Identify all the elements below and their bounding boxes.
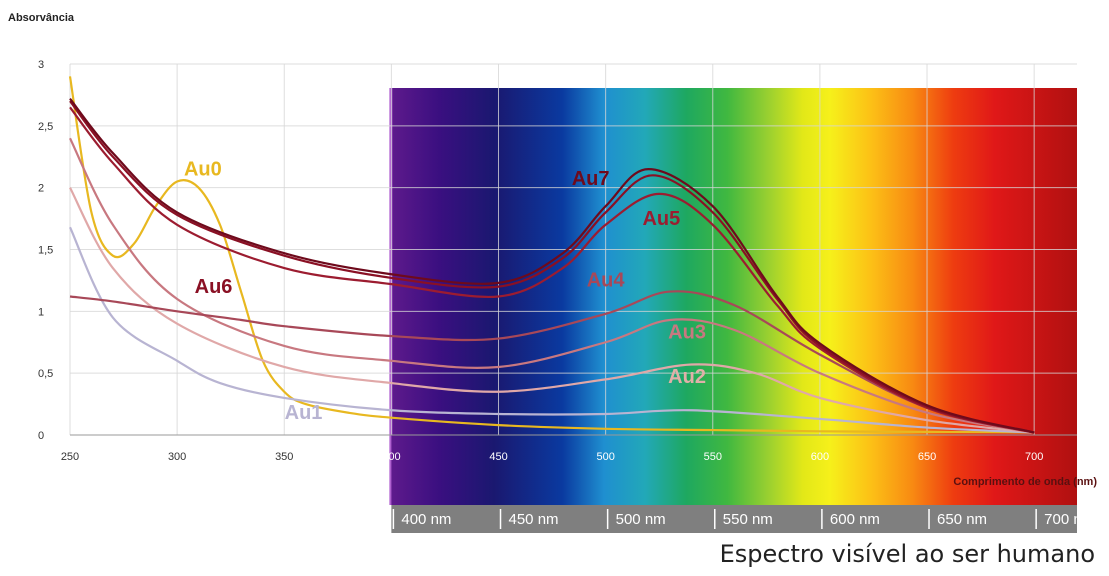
y-tick-label: 3 <box>38 59 44 71</box>
series-line-au3 <box>69 137 1035 434</box>
series-line-au4 <box>69 290 1035 434</box>
series-line-au7 <box>69 97 1035 434</box>
series-label-au4: Au4 <box>587 270 626 292</box>
wavelength-label: 550 nm <box>723 511 773 528</box>
y-tick-label: 1 <box>38 306 44 318</box>
y-tick-label: 1,5 <box>38 245 53 257</box>
y-tick-label: 0,5 <box>38 368 53 380</box>
series-line-au1 <box>69 226 1035 434</box>
wavelength-label: 400 nm <box>401 511 451 528</box>
x-tick-label: 550 <box>704 451 722 463</box>
series-label-au7: Au7 <box>572 168 610 190</box>
series-label-au6: Au6 <box>195 276 233 298</box>
x-tick-label: 350 <box>275 451 293 463</box>
y-tick-label: 0 <box>38 430 44 442</box>
spectrum-lower-strip <box>391 435 1078 505</box>
series-line-au2 <box>69 187 1035 434</box>
visible-spectrum-band <box>391 88 1078 435</box>
x-axis-title: Comprimento de onda (nm) <box>953 476 1097 488</box>
series-label-au0: Au0 <box>184 158 222 180</box>
x-tick-label: 400 <box>382 451 400 463</box>
wavelength-label: 500 nm <box>616 511 666 528</box>
series-line-au0 <box>68 76 1035 434</box>
series-label-au1: Au1 <box>285 402 323 424</box>
spectrum-caption: Espectro visível ao ser humano <box>719 540 1095 568</box>
x-tick-label: 600 <box>811 451 829 463</box>
wavelength-label: 650 nm <box>937 511 987 528</box>
series-line-au6 <box>69 100 1035 434</box>
y-axis-label: Absorvância <box>8 12 75 24</box>
x-tick-label: 650 <box>918 451 936 463</box>
x-tick-label: 700 <box>1025 451 1043 463</box>
wavelength-label: 700 nm <box>1044 511 1094 528</box>
x-tick-label: 300 <box>168 451 186 463</box>
x-tick-label: 500 <box>596 451 614 463</box>
wavelength-bar <box>391 505 1078 533</box>
series-line-au5 <box>69 106 1035 434</box>
series-label-au5: Au5 <box>642 208 680 230</box>
y-tick-label: 2 <box>38 183 44 195</box>
wavelength-label: 450 nm <box>509 511 559 528</box>
y-tick-label: 2,5 <box>38 121 53 133</box>
x-tick-label: 250 <box>61 451 79 463</box>
x-tick-label: 450 <box>489 451 507 463</box>
series-label-au2: Au2 <box>668 366 706 388</box>
series-label-au3: Au3 <box>668 322 706 344</box>
wavelength-label: 600 nm <box>830 511 880 528</box>
